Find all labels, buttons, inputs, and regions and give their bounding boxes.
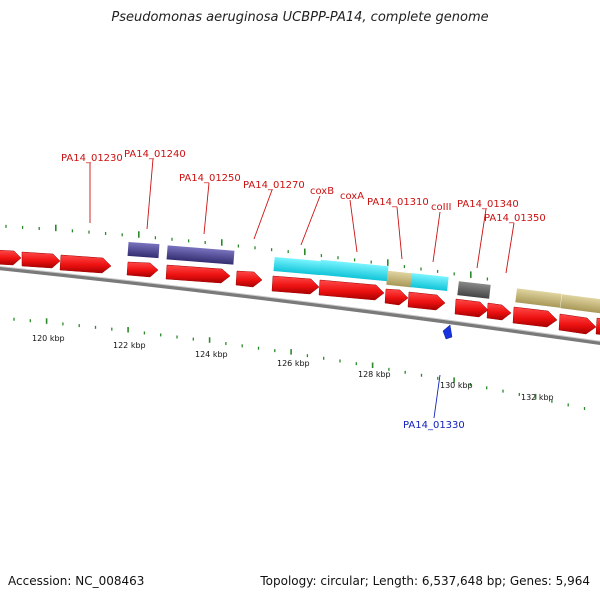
feature-track-upper <box>127 241 600 314</box>
gene-label[interactable]: PA14_01350 <box>484 213 546 224</box>
accession-text: Accession: NC_008463 <box>8 574 145 588</box>
feature-block <box>273 257 322 276</box>
gene-label[interactable]: PA14_01230 <box>61 153 123 164</box>
map-title: Pseudomonas aeruginosa UCBPP-PA14, compl… <box>111 10 489 25</box>
cds-arrow <box>407 291 446 311</box>
cds-arrow <box>486 302 512 321</box>
feature-block <box>386 270 413 288</box>
outer-tick-track <box>5 224 489 281</box>
feature-block <box>410 273 449 291</box>
cds-arrow <box>595 317 600 335</box>
genome-backbone-highlight <box>0 266 600 342</box>
leader-line <box>203 182 210 235</box>
label-leaders <box>89 158 515 419</box>
leader-line <box>349 199 358 253</box>
feature-block <box>319 259 389 282</box>
gene-label[interactable]: PA14_01330 <box>403 420 465 431</box>
leader-line <box>300 195 321 246</box>
feature-block <box>457 281 491 299</box>
reverse-strand-feature <box>442 324 453 340</box>
leader-line <box>146 158 154 230</box>
cds-arrow <box>126 261 159 278</box>
cds-arrow <box>271 275 320 295</box>
cds-arrow <box>454 298 489 318</box>
gene-label[interactable]: PA14_01270 <box>243 180 305 191</box>
scale-label: 126 kbp <box>277 359 310 368</box>
gene-label[interactable]: PA14_01310 <box>367 197 429 208</box>
leader-line <box>476 208 487 269</box>
scale-label: 132 kbp <box>521 393 554 402</box>
cds-arrow <box>512 306 558 328</box>
feature-block <box>560 294 600 314</box>
leader-line <box>432 211 441 263</box>
scale-label: 122 kbp <box>113 341 146 350</box>
inner-tick-track <box>13 317 586 411</box>
scale-label: 120 kbp <box>32 334 65 343</box>
gene-label[interactable]: PA14_01240 <box>124 149 186 160</box>
cds-arrow <box>235 270 263 288</box>
cds-arrow <box>0 250 22 266</box>
feature-block <box>515 288 562 308</box>
leader-line <box>396 206 403 260</box>
cds-arrow <box>318 279 385 301</box>
gene-label[interactable]: coxB <box>310 186 334 197</box>
leader-line <box>433 374 441 419</box>
gene-label[interactable]: coxA <box>340 191 364 202</box>
feature-block <box>166 245 235 265</box>
cds-track <box>0 250 600 335</box>
genome-info-text: Topology: circular; Length: 6,537,648 bp… <box>260 574 590 588</box>
cds-arrow <box>59 254 112 274</box>
gene-label[interactable]: PA14_01250 <box>179 173 241 184</box>
scale-label: 128 kbp <box>358 370 391 379</box>
scale-label: 124 kbp <box>195 350 228 359</box>
scale-label: 130 kbp <box>440 381 473 390</box>
cds-arrow <box>165 264 231 284</box>
gene-label[interactable]: coIII <box>431 202 451 213</box>
leader-line <box>253 189 273 240</box>
cds-arrow <box>21 251 61 269</box>
feature-block <box>127 241 160 259</box>
leader-line <box>505 222 515 274</box>
cds-arrow <box>384 288 409 306</box>
genome-backbone <box>0 266 600 346</box>
cds-arrow <box>558 313 597 335</box>
gene-label[interactable]: PA14_01340 <box>457 199 519 210</box>
